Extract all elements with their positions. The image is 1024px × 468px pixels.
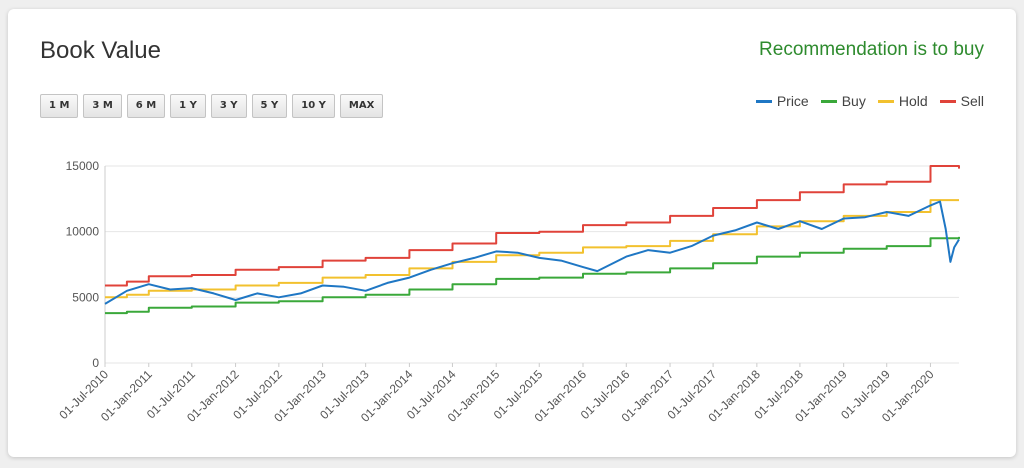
- legend-swatch-price: [755, 99, 772, 103]
- y-axis-ticks: 0 5000 10000 15000: [66, 159, 100, 370]
- y-tick-label: 0: [92, 356, 99, 370]
- recommendation-text: Recommendation is to buy: [759, 39, 984, 60]
- legend-label-sell: Sell: [960, 93, 984, 109]
- series-line-sell: [105, 165, 960, 287]
- series-line-price: [104, 200, 960, 305]
- range-button-10y[interactable]: 10 Y: [292, 94, 335, 118]
- series-line-hold: [105, 199, 959, 299]
- series-line-buy: [105, 236, 960, 315]
- legend-label-price: Price: [776, 93, 809, 109]
- range-button-6m[interactable]: 6 M: [126, 94, 166, 118]
- page-title: Book Value: [40, 37, 161, 64]
- chart-legend: Price Buy Hold Sell: [755, 93, 984, 109]
- range-button-1m[interactable]: 1 M: [40, 94, 79, 118]
- range-button-5y[interactable]: 5 Y: [251, 94, 288, 118]
- legend-label-hold: Hold: [898, 93, 928, 109]
- chart-card: Book Value Recommendation is to buy 1 M …: [8, 9, 1016, 457]
- y-tick-label: 10000: [66, 225, 100, 239]
- legend-swatch-sell: [939, 99, 956, 103]
- legend-item-hold[interactable]: Hold: [877, 93, 928, 109]
- range-button-1y[interactable]: 1 Y: [170, 94, 206, 118]
- legend-swatch-hold: [877, 99, 894, 103]
- range-selector: 1 M 3 M 6 M 1 Y 3 Y 5 Y 10 Y MAX: [40, 94, 384, 118]
- series-lines: [104, 165, 960, 315]
- range-button-3m[interactable]: 3 M: [83, 94, 122, 118]
- x-axis-ticks: 01-Jul-201001-Jan-201101-Jul-201101-Jan-…: [56, 363, 937, 425]
- legend-item-buy[interactable]: Buy: [820, 93, 866, 109]
- grid: [104, 165, 959, 364]
- range-button-max[interactable]: MAX: [339, 94, 384, 118]
- legend-item-price[interactable]: Price: [755, 93, 809, 109]
- legend-label-buy: Buy: [841, 93, 866, 109]
- legend-item-sell[interactable]: Sell: [939, 93, 984, 109]
- line-chart: 0 5000 10000 15000 01-Jul-201001-Jan-201101…: [56, 159, 960, 425]
- y-tick-label: 5000: [72, 290, 99, 304]
- y-tick-label: 15000: [66, 159, 100, 173]
- range-button-3y[interactable]: 3 Y: [210, 94, 247, 118]
- legend-swatch-buy: [820, 99, 837, 103]
